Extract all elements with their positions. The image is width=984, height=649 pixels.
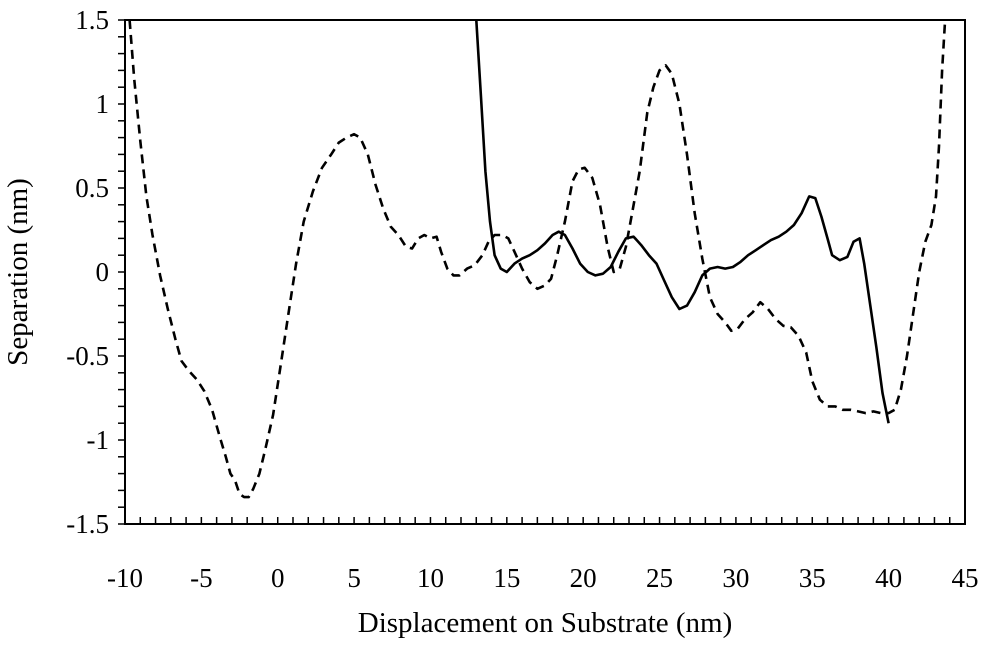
x-tick-label: -5 — [190, 563, 213, 593]
x-tick-label: 5 — [347, 563, 361, 593]
y-tick-label: 0.5 — [75, 173, 109, 203]
x-tick-label: 40 — [875, 563, 902, 593]
x-axis-title: Displacement on Substrate (nm) — [358, 607, 733, 639]
x-tick-label: 10 — [417, 563, 444, 593]
x-tick-label: 0 — [271, 563, 285, 593]
y-tick-label: -0.5 — [66, 341, 109, 371]
y-tick-label: 1.5 — [75, 5, 109, 35]
x-tick-label: -10 — [107, 563, 143, 593]
series-line-solid — [475, 19, 890, 424]
y-axis-title: Separation (nm) — [2, 178, 34, 366]
x-tick-label: 20 — [570, 563, 597, 593]
y-tick-label: 1 — [96, 89, 110, 119]
x-tick-label: 45 — [952, 563, 979, 593]
y-tick-label: -1.5 — [66, 509, 109, 539]
x-tick-labels: -10 -5 0 5 10 15 20 25 30 35 40 45 — [107, 563, 979, 593]
x-tick-label: 35 — [799, 563, 826, 593]
series-line-dashed — [128, 19, 947, 499]
y-tick-labels: 1.5 1 0.5 0 -0.5 -1 -1.5 — [66, 5, 109, 539]
plot-frame — [124, 19, 966, 525]
plot-area — [118, 19, 966, 525]
x-tick-label: 30 — [722, 563, 749, 593]
x-tick-label: 25 — [646, 563, 673, 593]
minor-ticks — [118, 19, 966, 525]
y-tick-label: 0 — [96, 257, 110, 287]
series-layer — [128, 19, 947, 499]
x-tick-label: 15 — [493, 563, 520, 593]
y-tick-label: -1 — [87, 425, 110, 455]
